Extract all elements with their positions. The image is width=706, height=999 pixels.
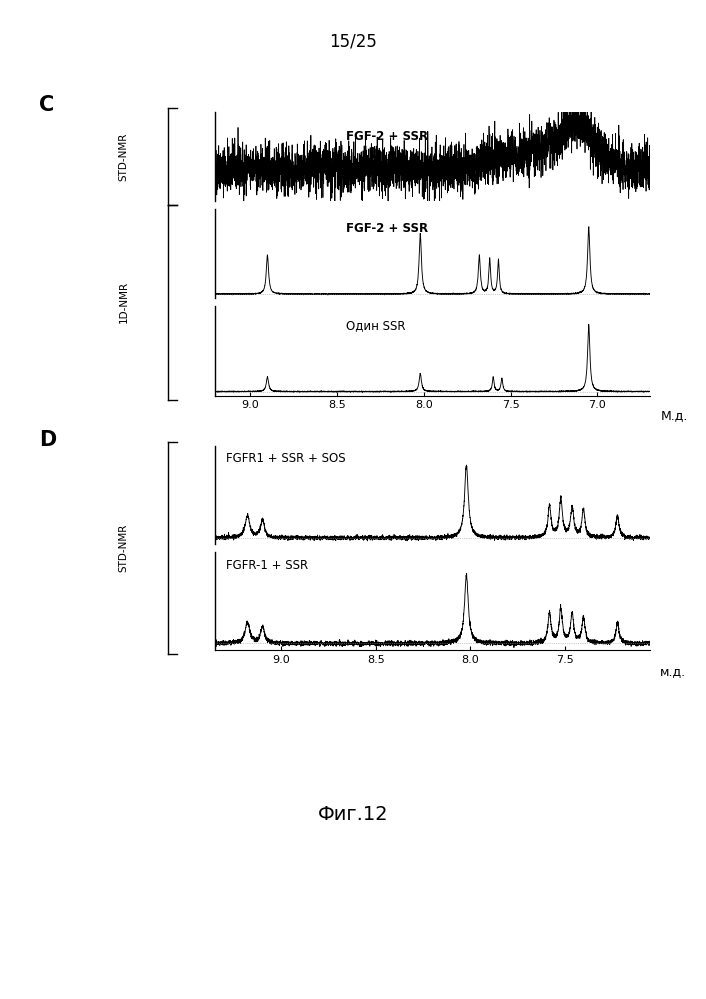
Text: м.д.: м.д.	[660, 665, 686, 678]
Text: STD-NMR: STD-NMR	[119, 132, 128, 181]
Text: Один SSR: Один SSR	[346, 320, 405, 333]
Text: STD-NMR: STD-NMR	[119, 523, 128, 572]
Text: М.д.: М.д.	[660, 409, 688, 422]
Text: FGFR-1 + SSR: FGFR-1 + SSR	[226, 558, 309, 571]
Text: FGF-2 + SSR: FGF-2 + SSR	[346, 131, 428, 144]
Text: Фиг.12: Фиг.12	[318, 804, 388, 824]
Text: D: D	[39, 430, 56, 450]
Text: FGFR1 + SSR + SOS: FGFR1 + SSR + SOS	[226, 453, 346, 466]
Text: 1D-NMR: 1D-NMR	[119, 282, 128, 324]
Text: 15/25: 15/25	[329, 33, 377, 51]
Text: FGF-2 + SSR: FGF-2 + SSR	[346, 222, 428, 235]
Text: C: C	[39, 95, 54, 115]
